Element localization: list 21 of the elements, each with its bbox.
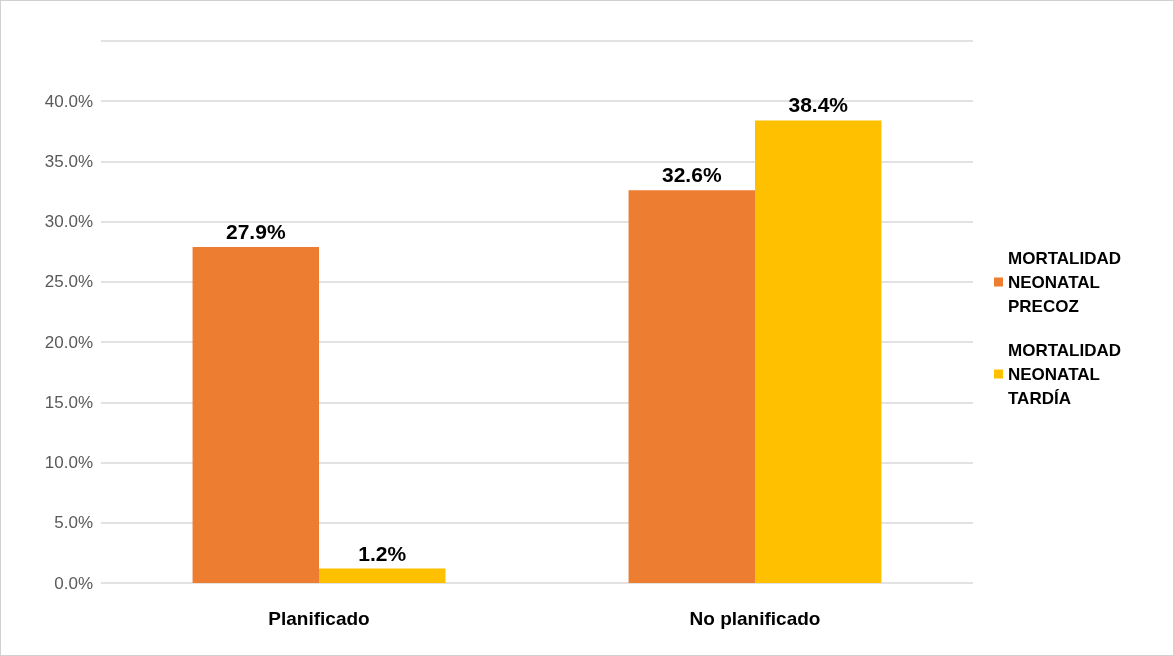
y-tick-label: 25.0% [44,272,93,292]
bar [319,568,446,583]
y-tick-label: 20.0% [44,332,93,352]
y-tick-label: 0.0% [54,573,93,593]
y-tick-label: 40.0% [44,91,93,111]
y-tick-label: 15.0% [44,392,93,412]
data-label: 38.4% [788,93,849,117]
data-label: 32.6% [662,163,722,187]
data-label: 27.9% [226,219,286,243]
y-tick-label: 30.0% [44,212,93,232]
data-label: 1.2% [358,541,407,565]
legend-label: MORTALIDAD NEONATAL TARDÍA [1008,340,1126,408]
bar [755,120,882,583]
legend-label: MORTALIDAD NEONATAL PRECOZ [1008,248,1126,316]
x-tick-label: No planificado [689,608,821,629]
y-tick-label: 10.0% [44,453,93,473]
bar [192,246,319,583]
bar [628,190,755,583]
y-tick-label: 5.0% [54,513,93,533]
x-tick-label: Planificado [268,608,370,629]
y-tick-label: 35.0% [44,151,93,171]
